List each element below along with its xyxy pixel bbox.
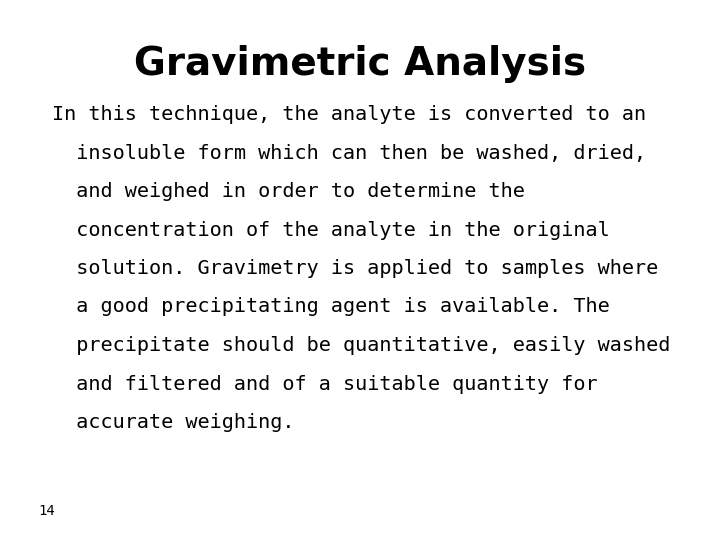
Text: and weighed in order to determine the: and weighed in order to determine the (52, 182, 525, 201)
Text: 14: 14 (38, 504, 55, 518)
Text: and filtered and of a suitable quantity for: and filtered and of a suitable quantity … (52, 375, 598, 394)
Text: a good precipitating agent is available. The: a good precipitating agent is available.… (52, 298, 610, 316)
Text: solution. Gravimetry is applied to samples where: solution. Gravimetry is applied to sampl… (52, 259, 658, 278)
Text: accurate weighing.: accurate weighing. (52, 413, 294, 432)
Text: Gravimetric Analysis: Gravimetric Analysis (134, 45, 586, 83)
Text: insoluble form which can then be washed, dried,: insoluble form which can then be washed,… (52, 144, 646, 163)
Text: In this technique, the analyte is converted to an: In this technique, the analyte is conver… (52, 105, 646, 124)
Text: precipitate should be quantitative, easily washed: precipitate should be quantitative, easi… (52, 336, 670, 355)
Text: concentration of the analyte in the original: concentration of the analyte in the orig… (52, 220, 610, 240)
